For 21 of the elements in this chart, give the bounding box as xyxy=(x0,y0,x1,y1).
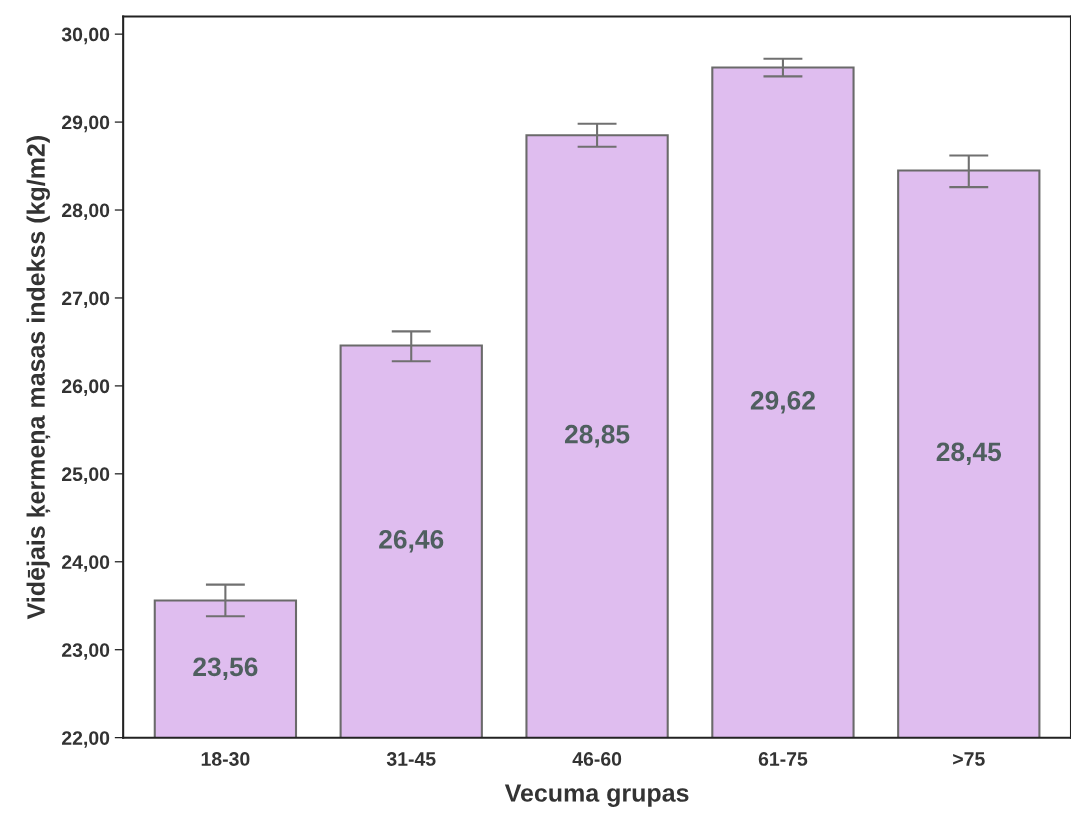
data-label: 29,62 xyxy=(750,391,815,414)
x-tick-label: >75 xyxy=(953,752,985,766)
data-label: 23,56 xyxy=(193,657,258,680)
y-tick-label: 22,00 xyxy=(61,731,110,748)
y-tick-label: 30,00 xyxy=(61,27,110,45)
x-tick-label: 18-30 xyxy=(201,752,250,766)
y-tick-label: 27,00 xyxy=(61,291,110,309)
y-tick-label: 26,00 xyxy=(61,379,110,396)
x-tick-label: 31-45 xyxy=(386,752,436,766)
y-tick-label: 25,00 xyxy=(61,467,110,484)
y-tick-label: 29,00 xyxy=(61,115,110,133)
data-label: 28,45 xyxy=(936,442,1002,465)
y-tick-label: 28,00 xyxy=(61,203,110,221)
data-label: 28,85 xyxy=(564,424,630,448)
data-label: 26,46 xyxy=(379,529,444,553)
x-tick-label: 61-75 xyxy=(758,752,808,766)
y-tick-label: 24,00 xyxy=(61,555,110,572)
x-tick-label: 46-60 xyxy=(572,752,622,766)
x-axis-title: Vecuma grupas xyxy=(504,784,689,807)
y-axis-title: Vidējais ķermeņa masas indekss (kg/m2) xyxy=(26,136,51,620)
y-tick-label: 23,00 xyxy=(61,643,110,660)
